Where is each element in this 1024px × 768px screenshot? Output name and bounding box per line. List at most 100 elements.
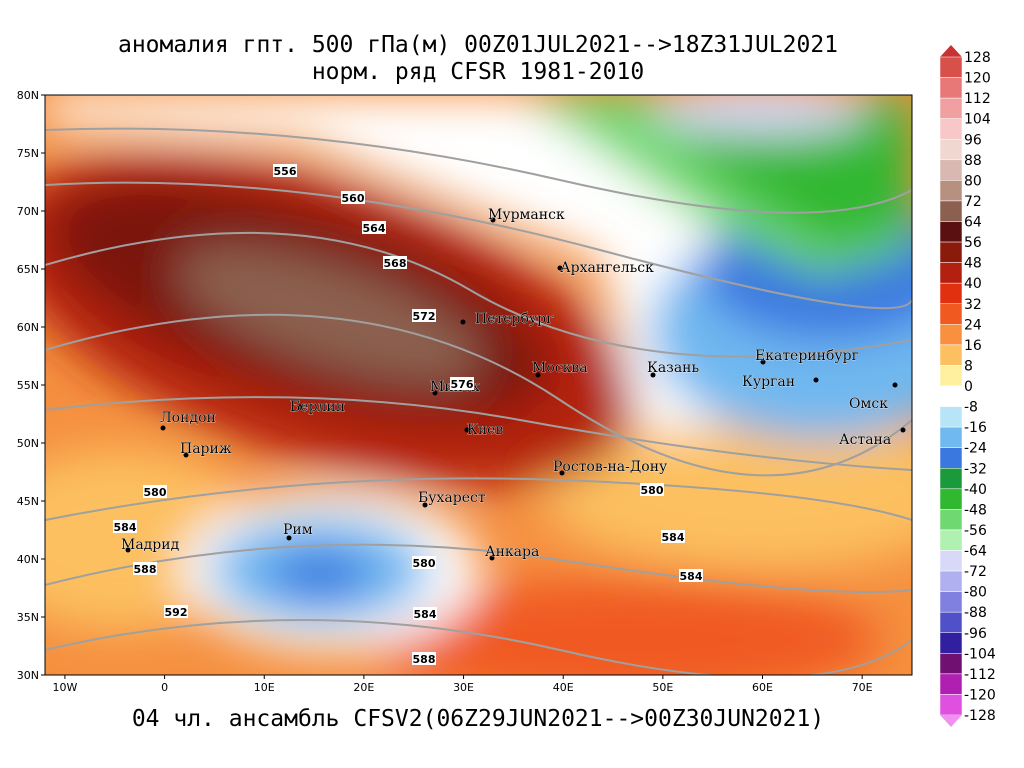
contour-label: 572 — [413, 310, 436, 323]
colorbar-box — [939, 344, 963, 366]
city-label: Омск — [849, 396, 888, 412]
colorbar-box — [939, 468, 963, 490]
x-tick-label: 70E — [852, 681, 873, 694]
colorbar-label: -32 — [964, 461, 987, 477]
x-tick-label: 10W — [52, 681, 77, 694]
city-dot — [489, 555, 495, 561]
x-tick-label: 40E — [553, 681, 574, 694]
city-dot — [125, 547, 131, 553]
contour-label-bg — [113, 520, 137, 533]
colorbar-box — [939, 694, 963, 716]
contour-label-bg — [661, 530, 685, 543]
city-dot — [557, 265, 563, 271]
colorbar-label: 24 — [964, 317, 982, 333]
colorbar-box — [939, 365, 963, 387]
contour-label-bg — [679, 569, 703, 582]
city-label: Архангельск — [560, 260, 654, 276]
city-dot — [297, 404, 303, 410]
colorbar-label: 96 — [964, 132, 982, 148]
contour-label: 564 — [363, 222, 386, 235]
colorbar-box — [939, 139, 963, 161]
y-tick-label: 40N — [17, 553, 39, 566]
colorbar-label: 0 — [964, 379, 973, 395]
contour-label-bg — [362, 221, 386, 234]
colorbar-label: 16 — [964, 338, 982, 354]
colorbar-box — [939, 282, 963, 304]
y-tick-label: 35N — [17, 611, 39, 624]
colorbar-label: -56 — [964, 523, 987, 539]
city-label: Петербург — [475, 311, 553, 327]
contour-label-bg — [164, 605, 188, 618]
city-label: Киев — [467, 422, 503, 438]
colorbar-arrow — [940, 45, 962, 57]
city-dot — [650, 372, 656, 378]
contour-label: 584 — [414, 608, 437, 621]
colorbar-label: 32 — [964, 297, 982, 313]
colorbar-label: -48 — [964, 502, 987, 518]
colorbar-label: 64 — [964, 215, 982, 231]
colorbar-box — [939, 632, 963, 654]
y-tick-label: 30N — [17, 669, 39, 682]
colorbar-box — [939, 447, 963, 469]
colorbar-label: 112 — [964, 91, 991, 107]
colorbar-box — [939, 241, 963, 263]
contour-label: 576 — [451, 378, 474, 391]
city-label: Рим — [283, 522, 313, 538]
city-dot — [900, 427, 906, 433]
colorbar-box — [939, 97, 963, 119]
city-dot — [760, 359, 766, 365]
contour-label-bg — [413, 607, 437, 620]
city-label: Екатеринбург — [755, 348, 859, 364]
colorbar-label: 40 — [964, 276, 982, 292]
y-tick-label: 45N — [17, 495, 39, 508]
footer: 04 чл. ансамбль CFSV2(06Z29JUN2021-->00Z… — [132, 706, 824, 732]
contour-label-bg — [450, 377, 474, 390]
x-tick-label: 0 — [161, 681, 168, 694]
colorbar-label: -24 — [964, 441, 987, 457]
city-label: Ростов-на-Дону — [553, 459, 668, 475]
colorbar-box — [939, 509, 963, 531]
anomaly-field — [45, 95, 912, 675]
colorbar-label: -72 — [964, 564, 987, 580]
contour-label: 584 — [662, 531, 685, 544]
city-dot — [183, 452, 189, 458]
city-label: Москва — [532, 360, 588, 376]
x-tick-label: 60E — [752, 681, 773, 694]
contour-label-bg — [383, 256, 407, 269]
contour-label-bg — [143, 485, 167, 498]
colorbar-label: 104 — [964, 112, 991, 128]
contour-label: 584 — [680, 570, 703, 583]
title-line: аномалия гпт. 500 гПа(м) 00Z01JUL2021-->… — [118, 32, 838, 58]
colorbar-box — [939, 653, 963, 675]
colorbar-label: -8 — [964, 400, 978, 416]
city-dot — [892, 382, 898, 388]
colorbar-label: 72 — [964, 194, 982, 210]
y-tick-label: 55N — [17, 379, 39, 392]
colorbar-arrow — [940, 715, 962, 727]
contour-label: 568 — [384, 257, 407, 270]
title-line: норм. ряд CFSR 1981-2010 — [312, 59, 644, 85]
colorbar-label: 48 — [964, 256, 982, 272]
colorbar-label: 80 — [964, 173, 982, 189]
y-tick-label: 70N — [17, 205, 39, 218]
colorbar-box — [939, 611, 963, 633]
city-dot — [490, 217, 496, 223]
city-dot — [286, 535, 292, 541]
city-dot — [422, 502, 428, 508]
city-dot — [460, 319, 466, 325]
city-label: Мурманск — [488, 207, 565, 223]
y-tick-label: 75N — [17, 147, 39, 160]
colorbar-label: -112 — [964, 667, 996, 683]
city-label: Лондон — [160, 410, 216, 426]
colorbar-box — [939, 385, 963, 407]
colorbar-box — [939, 77, 963, 99]
colorbar-box — [939, 221, 963, 243]
y-tick-label: 60N — [17, 321, 39, 334]
contour-label-bg — [412, 556, 436, 569]
colorbar-label: -16 — [964, 420, 987, 436]
city-label: Казань — [647, 360, 699, 376]
x-tick-label: 10E — [254, 681, 275, 694]
colorbar-box — [939, 591, 963, 613]
contour-label: 584 — [114, 521, 137, 534]
